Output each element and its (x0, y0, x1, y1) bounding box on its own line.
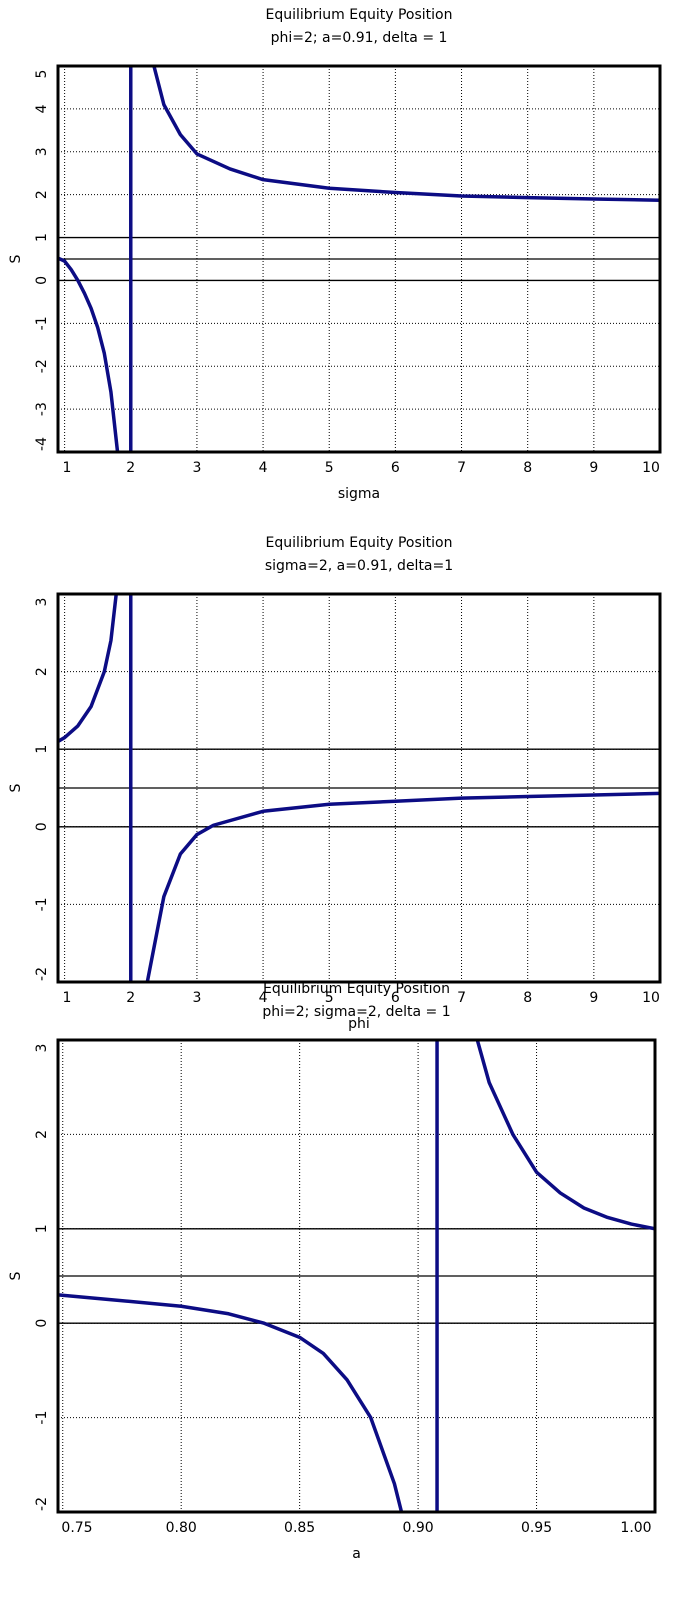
x-tick-label: 3 (192, 990, 201, 1006)
x-tick-label: 0.80 (166, 1520, 197, 1536)
curve (58, 1040, 655, 1512)
y-tick-label: -2 (34, 359, 50, 373)
chart-title: Equilibrium Equity Position (263, 981, 450, 997)
subplot: Equilibrium Equity Position phi=2; sigma=… (8, 981, 657, 1562)
x-tick-label: 1.00 (620, 1520, 651, 1536)
y-tick-label: 1 (34, 1224, 50, 1233)
x-axis-label: sigma (338, 486, 380, 502)
y-tick-label: 4 (34, 104, 50, 113)
chart-subtitle: phi=2; sigma=2, delta = 1 (262, 1004, 450, 1020)
y-tick-label: 0 (34, 822, 50, 831)
y-tick-label: 0 (34, 276, 50, 285)
plot-frame (56, 592, 662, 984)
x-tick-label: 7 (457, 990, 466, 1006)
y-tick-label: 1 (34, 745, 50, 754)
y-tick-label: 5 (34, 70, 50, 79)
x-tick-label: 10 (642, 460, 660, 476)
chart-title: Equilibrium Equity Position (266, 7, 453, 23)
x-tick-label: 0.95 (521, 1520, 552, 1536)
y-tick-label: -4 (34, 437, 50, 451)
y-axis-label: S (8, 783, 24, 792)
y-tick-label: 2 (34, 190, 50, 199)
y-axis-label: S (8, 254, 24, 263)
x-tick-label: 0.90 (403, 1520, 434, 1536)
x-tick-label: 4 (259, 990, 268, 1006)
y-tick-label: -3 (34, 402, 50, 416)
x-tick-label: 3 (192, 460, 201, 476)
x-tick-label: 10 (642, 990, 660, 1006)
subplot: Equilibrium Equity Position phi=2; a=0.91… (8, 7, 662, 502)
y-tick-label: -1 (34, 316, 50, 330)
x-tick-label: 8 (523, 990, 532, 1006)
curve (58, 66, 660, 452)
plot-frame (56, 1038, 657, 1514)
x-tick-label: 8 (523, 460, 532, 476)
x-tick-label: 4 (259, 460, 268, 476)
x-tick-label: 0.85 (284, 1520, 315, 1536)
x-tick-label: 1 (63, 990, 72, 1006)
subplot: Equilibrium Equity Position sigma=2, a=0.… (8, 535, 662, 1032)
chart-title: Equilibrium Equity Position (266, 535, 453, 551)
y-tick-label: 2 (34, 1130, 50, 1139)
x-tick-label: 6 (391, 460, 400, 476)
y-tick-label: -2 (34, 1497, 50, 1511)
x-tick-label: 0.75 (61, 1520, 92, 1536)
x-tick-label: 5 (325, 990, 334, 1006)
y-tick-label: 2 (34, 667, 50, 676)
y-axis-label: S (8, 1271, 24, 1280)
plot-frame (56, 64, 662, 454)
x-tick-label: 9 (589, 460, 598, 476)
x-tick-label: 2 (126, 460, 135, 476)
x-tick-label: 5 (325, 460, 334, 476)
y-tick-label: 0 (34, 1319, 50, 1328)
x-tick-label: 1 (63, 460, 72, 476)
y-tick-label: -1 (34, 897, 50, 911)
x-axis-label: phi (348, 1016, 370, 1032)
x-tick-label: 2 (126, 990, 135, 1006)
y-tick-label: 3 (34, 147, 50, 156)
chart-subtitle: phi=2; a=0.91, delta = 1 (271, 30, 448, 46)
y-tick-label: 1 (34, 233, 50, 242)
y-tick-label: -1 (34, 1411, 50, 1425)
curve (58, 594, 660, 982)
chart-subtitle: sigma=2, a=0.91, delta=1 (265, 558, 453, 574)
y-tick-label: -2 (34, 967, 50, 981)
x-tick-label: 9 (589, 990, 598, 1006)
x-tick-label: 6 (391, 990, 400, 1006)
x-tick-label: 7 (457, 460, 466, 476)
x-axis-label: a (352, 1546, 361, 1562)
y-tick-label: 3 (34, 598, 50, 607)
y-tick-label: 3 (34, 1044, 50, 1053)
